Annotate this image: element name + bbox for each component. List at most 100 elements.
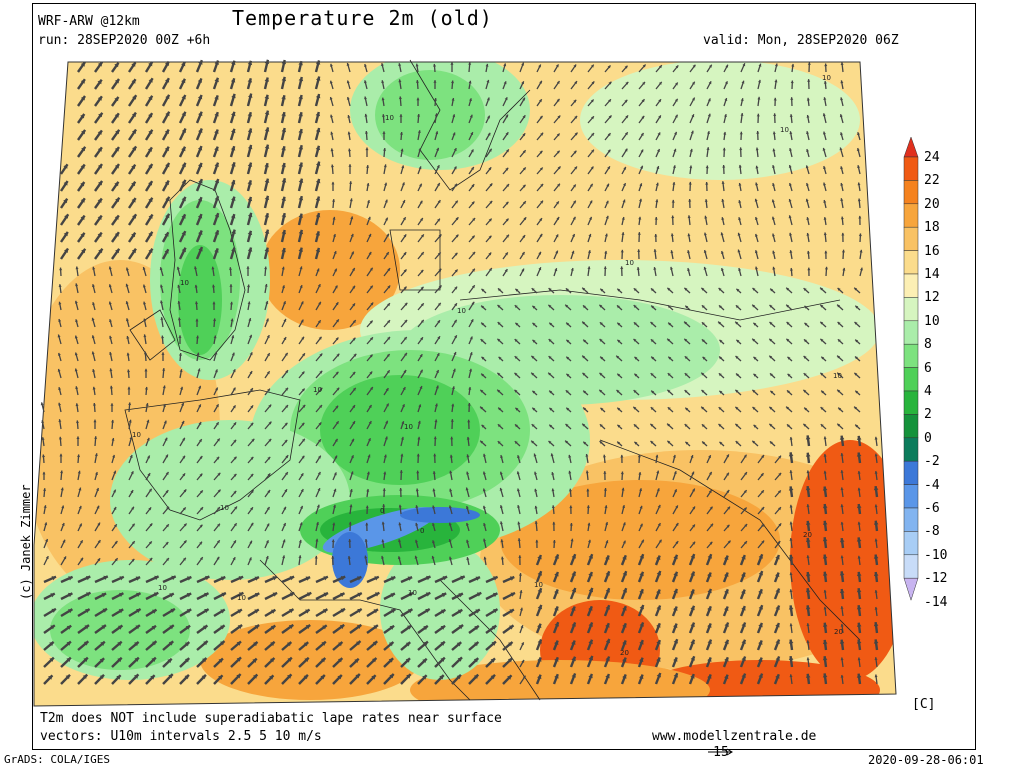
wind-arrow-head <box>837 322 841 325</box>
wind-arrow-head <box>806 217 810 220</box>
wind-arrow-head <box>738 200 742 203</box>
wind-arrow-head <box>298 129 303 134</box>
wind-arrow-head <box>840 80 844 84</box>
wind-arrow-head <box>265 318 269 322</box>
wind-arrow-head <box>855 305 859 309</box>
wind-arrow-head <box>434 403 438 407</box>
wind-arrow-head <box>451 98 455 101</box>
wind-arrow-head <box>752 338 756 342</box>
wind-arrow-head <box>98 112 103 118</box>
wind-arrow-head <box>505 132 509 136</box>
wind-arrow-head <box>232 387 236 391</box>
wind-arrow-head <box>336 353 340 357</box>
wind-arrow-head <box>366 165 370 168</box>
wind-arrow-head <box>216 438 220 442</box>
wind-arrow-head <box>674 114 678 118</box>
wind-arrow-head <box>336 387 340 391</box>
wind-arrow-head <box>315 112 321 117</box>
wind-arrow-head <box>804 339 807 343</box>
wind-arrow-head <box>722 165 726 168</box>
wind-arrow-head <box>64 214 69 219</box>
wind-arrow-head <box>650 407 654 411</box>
wind-arrow-head <box>497 372 501 376</box>
wind-arrow-head <box>548 304 552 308</box>
wind-arrow-head <box>163 404 166 407</box>
wind-arrow-head <box>351 455 354 459</box>
wind-arrow-head <box>754 233 758 237</box>
wind-arrow-head <box>531 355 535 359</box>
wind-arrow-head <box>583 407 587 411</box>
wind-arrow-head <box>568 470 572 474</box>
wind-arrow-head <box>80 198 85 203</box>
wind-arrow-head <box>112 454 116 458</box>
website-link[interactable]: www.modellzentrale.de <box>652 729 817 744</box>
wind-arrow-head <box>874 471 878 474</box>
wind-arrow-head <box>548 372 552 376</box>
wind-arrow-head <box>701 339 705 343</box>
wind-arrow-head <box>417 114 421 117</box>
wind-arrow-head <box>267 473 271 477</box>
wind-arrow-head <box>737 249 741 253</box>
wind-arrow-head <box>791 63 795 67</box>
wind-arrow-head <box>641 115 645 119</box>
wind-arrow-head <box>160 300 163 304</box>
wind-arrow-head <box>705 182 709 185</box>
wind-arrow-head <box>786 406 790 410</box>
wind-arrow-head <box>181 128 186 133</box>
wind-arrow-head <box>96 488 99 491</box>
wind-arrow-head <box>481 356 485 360</box>
wind-arrow-head <box>788 165 792 168</box>
wind-arrow-head <box>284 439 288 443</box>
wind-arrow-head <box>722 147 726 151</box>
wind-arrow-head <box>498 356 502 360</box>
wind-arrow-head <box>132 146 137 151</box>
wind-arrow-head <box>127 369 131 373</box>
wind-arrow-head <box>789 232 792 236</box>
wind-arrow-head <box>318 455 321 459</box>
run-label: run: 28SEP2020 00Z +6h <box>38 33 211 48</box>
wind-arrow-head <box>299 285 303 289</box>
wind-arrow-head <box>347 115 351 118</box>
wind-arrow-head <box>165 196 170 202</box>
wind-arrow-head <box>420 286 424 290</box>
wind-arrow-head <box>821 390 825 394</box>
wind-arrow-head <box>403 286 407 290</box>
wind-arrow-head <box>146 419 150 423</box>
wind-arrow-head <box>735 305 739 309</box>
wind-arrow-head <box>521 62 525 66</box>
wind-arrow-head <box>841 249 845 253</box>
wind-arrow-head <box>603 471 607 474</box>
wind-arrow-head <box>160 284 163 288</box>
wind-arrow-head <box>216 456 220 460</box>
wind-arrow-head <box>539 99 542 103</box>
wind-arrow-head <box>129 436 133 440</box>
wind-arrow-head <box>823 200 827 203</box>
wind-arrow-head <box>742 63 746 67</box>
wind-arrow-head <box>854 287 858 291</box>
wind-arrow-head <box>351 438 355 442</box>
wind-arrow-head <box>419 200 423 204</box>
wind-arrow-head <box>724 114 727 117</box>
wind-arrow-head <box>383 148 387 151</box>
wind-arrow-head <box>298 145 304 150</box>
wind-arrow-head <box>94 453 98 457</box>
wind-arrow-head <box>164 180 169 186</box>
wind-arrow-head <box>163 420 167 424</box>
wind-arrow-head <box>109 352 113 355</box>
wind-arrow-head <box>857 182 861 186</box>
wind-arrow-head <box>650 373 654 376</box>
wind-arrow-head <box>41 437 45 440</box>
wind-arrow-head <box>381 80 385 84</box>
wind-arrow-head <box>689 165 693 169</box>
wind-arrow-head <box>334 438 338 442</box>
wind-arrow-head <box>684 390 688 393</box>
wind-arrow-head <box>398 96 402 100</box>
wind-arrow-head <box>701 372 705 376</box>
wind-arrow-head <box>607 166 610 170</box>
wind-arrow-head <box>199 439 202 443</box>
wind-arrow-head <box>198 422 202 425</box>
wind-arrow-head <box>636 267 640 270</box>
wind-arrow-head <box>420 218 423 221</box>
wind-arrow-head <box>837 423 841 427</box>
wind-arrow-head <box>789 268 793 271</box>
